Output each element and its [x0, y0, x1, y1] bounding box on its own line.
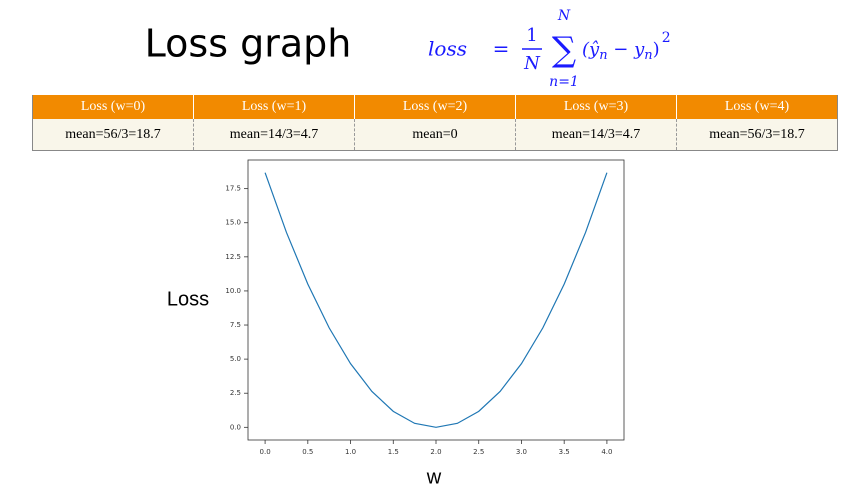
formula-exponent: 2 — [662, 30, 671, 46]
header-row: Loss (w=0) Loss (w=1) Loss (w=2) Loss (w=3)… — [32, 95, 838, 119]
x-axis-label: w — [426, 466, 442, 488]
y-tick-label: 10.0 — [225, 287, 241, 295]
header-cell: Loss (w=4) — [676, 95, 838, 119]
formula-denominator: N — [523, 53, 541, 74]
slide-title: Loss graph — [145, 22, 352, 66]
x-tick-label: 2.5 — [473, 448, 484, 456]
y-tick-label: 0.0 — [230, 423, 241, 431]
y-tick-label: 17.5 — [225, 185, 241, 193]
x-tick-label: 0.5 — [302, 448, 313, 456]
x-tick-label: 0.0 — [260, 448, 271, 456]
formula: loss = 1 N ∑ N n=1 (ŷn − yn) 2 — [428, 8, 671, 90]
y-tick-label: 12.5 — [225, 253, 241, 261]
loss-curve — [264, 172, 608, 428]
formula-numerator: 1 — [526, 25, 537, 46]
x-tick-label: 3.5 — [559, 448, 570, 456]
term-part: (ŷ — [582, 39, 600, 60]
x-tick-label: 2.0 — [430, 448, 441, 456]
formula-term: (ŷn − yn) — [582, 39, 660, 63]
plot-frame — [247, 159, 625, 441]
body-cell: mean=14/3=4.7 — [193, 119, 355, 151]
body-cell: mean=56/3=18.7 — [32, 119, 194, 151]
header-cell: Loss (w=0) — [32, 95, 194, 119]
y-tick-label: 2.5 — [230, 389, 241, 397]
body-cell: mean=56/3=18.7 — [676, 119, 838, 151]
x-tick-label: 1.0 — [345, 448, 356, 456]
formula-equals: = — [493, 37, 510, 61]
body-cell: mean=14/3=4.7 — [515, 119, 677, 151]
y-axis-label: Loss — [167, 288, 209, 310]
term-part: − y — [608, 39, 646, 60]
x-tick-label: 4.0 — [601, 448, 612, 456]
formula-sum: ∑ — [552, 30, 576, 70]
formula-lhs: loss — [428, 37, 467, 61]
body-row: mean=56/3=18.7 mean=14/3=4.7 mean=0 mean=14… — [32, 119, 838, 151]
loss-table: Loss (w=0) Loss (w=1) Loss (w=2) Loss (w=3)… — [32, 95, 838, 151]
formula-sum-upper: N — [557, 8, 571, 24]
y-tick-label: 15.0 — [225, 219, 241, 227]
term-part: ) — [653, 39, 660, 60]
body-cell: mean=0 — [354, 119, 516, 151]
formula-sum-lower: n=1 — [549, 74, 579, 90]
x-tick-label: 1.5 — [388, 448, 399, 456]
x-tick-label: 3.0 — [516, 448, 527, 456]
header-cell: Loss (w=3) — [515, 95, 677, 119]
header-cell: Loss (w=1) — [193, 95, 355, 119]
term-part: n — [599, 48, 607, 63]
header-cell: Loss (w=2) — [354, 95, 516, 119]
y-tick-label: 5.0 — [230, 355, 241, 363]
y-tick-label: 7.5 — [230, 321, 241, 329]
term-part: n — [644, 48, 652, 63]
